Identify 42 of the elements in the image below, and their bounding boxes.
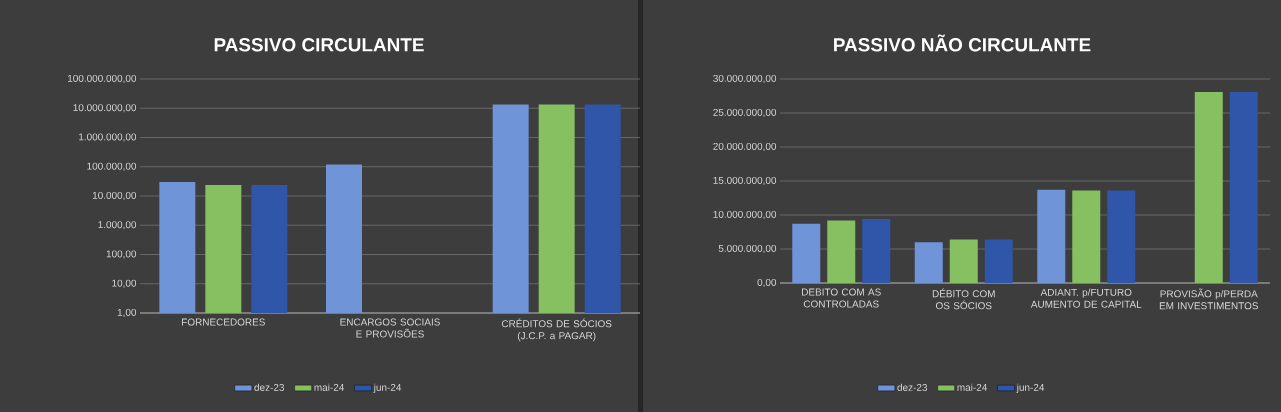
y-tick-label: 10,00 (112, 279, 137, 288)
bar (792, 223, 821, 283)
x-tick-label: DÉBITO COM OS SÓCIOS (932, 288, 995, 310)
x-tick-label: PROVISÃO p/PERDA EM INVESTIMENTOS (1159, 288, 1259, 310)
x-tick-label: CRÉDITOS DE SÓCIOS (J.C.P. a PAGAR) (501, 318, 612, 342)
y-tick-label: 20.000.000,00 (713, 142, 777, 152)
x-tick-label: ADIANT. p/FUTURO AUMENTO DE CAPITAL (1030, 288, 1142, 308)
legend-label: dez-23 (254, 383, 285, 391)
bar (1194, 91, 1223, 283)
y-tick-label: 5.000.000,00 (718, 244, 777, 254)
x-tick-label: FORNECEDORES (182, 318, 265, 326)
chart-title: PASSIVO CIRCULANTE (214, 38, 424, 52)
bar (1037, 189, 1066, 283)
bar (862, 219, 891, 283)
y-tick-label: 10.000,00 (92, 191, 137, 201)
bar (949, 239, 978, 283)
bar (1107, 190, 1136, 283)
y-tick-label: 25.000.000,00 (713, 108, 777, 118)
bar (984, 239, 1013, 283)
y-tick-label: 10.000.000,00 (713, 210, 777, 220)
y-tick-label: 1,00 (117, 308, 137, 318)
bar (827, 220, 856, 283)
chart-title: PASSIVO NÃO CIRCULANTE (834, 34, 1091, 52)
y-tick-label: 30.000.000,00 (713, 74, 777, 84)
bar (1072, 190, 1101, 283)
legend-label: mai-24 (314, 383, 345, 391)
y-tick-label: 15.000.000,00 (713, 176, 777, 186)
x-tick-label: DEBITO COM AS CONTROLADAS (802, 288, 881, 308)
y-tick-label: 1.000,00 (98, 221, 137, 230)
y-tick-label: 10.000.000,00 (73, 104, 137, 113)
y-tick-label: 1.000.000,00 (79, 133, 137, 142)
y-tick-label: 100.000,00 (87, 162, 137, 171)
x-tick-label: ENCARGOS SOCIAIS E PROVISÕES (340, 318, 440, 338)
legend-label: jun-24 (1016, 383, 1045, 393)
y-tick-label: 0,00 (757, 278, 777, 288)
legend-label: mai-24 (957, 383, 988, 391)
y-tick-label: 100,00 (106, 250, 137, 259)
legend-label: dez-23 (897, 383, 928, 391)
legend-label: jun-24 (373, 383, 402, 393)
y-tick-label: 100.000.000,00 (67, 74, 137, 84)
bar (1229, 91, 1258, 283)
bar (914, 242, 943, 283)
